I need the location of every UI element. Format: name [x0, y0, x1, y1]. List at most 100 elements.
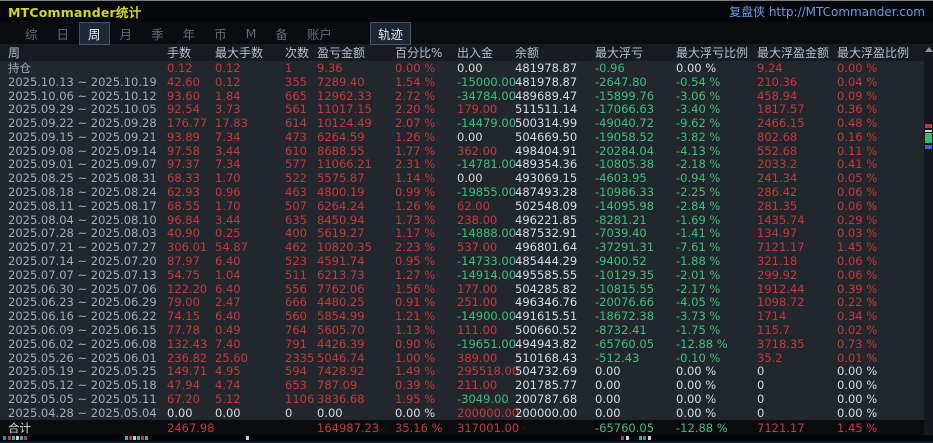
- row-label: 持仓: [8, 60, 31, 75]
- menu-item-6[interactable]: 币: [214, 26, 227, 42]
- cell: 355: [285, 74, 307, 89]
- menu-item-3[interactable]: 月: [119, 26, 133, 42]
- cell: 200000.00: [515, 405, 578, 420]
- cell: -14781.00: [457, 157, 517, 172]
- table-row[interactable]: 2025.08.11 ~ 2025.08.17 68.55 1.70 507 6264.…: [0, 199, 933, 213]
- table-row[interactable]: 2025.05.26 ~ 2025.06.01 236.82 25.60 2335 50…: [0, 351, 933, 365]
- table-row[interactable]: 2025.09.29 ~ 2025.10.05 92.54 3.73 561 11017…: [0, 102, 933, 116]
- table-row[interactable]: 2025.06.23 ~ 2025.06.29 79.00 2.47 666 4480.…: [0, 295, 933, 310]
- table-row[interactable]: 2025.06.16 ~ 2025.06.22 74.15 6.40 560 5854.…: [0, 309, 933, 323]
- table-row[interactable]: 2025.09.08 ~ 2025.09.14 97.58 3.44 610 8688.…: [0, 144, 933, 158]
- brand-link[interactable]: 复盘侠 http://MTCommander.com: [729, 5, 925, 19]
- cell: 511511.14: [515, 102, 578, 117]
- cell: 614: [285, 116, 307, 131]
- table-row[interactable]: 2025.09.22 ~ 2025.09.28 176.77 17.83 614 101…: [0, 116, 933, 130]
- cell: 35.2: [757, 350, 783, 365]
- table-row[interactable]: 2025.08.25 ~ 2025.08.31 68.33 1.70 522 5575.…: [0, 171, 933, 185]
- cell: -12.88 %: [676, 420, 728, 435]
- column-header[interactable]: 余额: [515, 46, 540, 60]
- vertical-scrollbar[interactable]: [924, 45, 933, 435]
- table-row[interactable]: 2025.06.09 ~ 2025.06.15 77.78 0.49 764 5605.…: [0, 323, 933, 337]
- trace-button[interactable]: 轨迹: [369, 21, 411, 45]
- cell: 54.75: [167, 267, 200, 282]
- cell: 494943.82: [515, 336, 578, 351]
- table-row[interactable]: 2025.08.18 ~ 2025.08.24 62.93 0.96 463 4800.…: [0, 185, 933, 199]
- cell: 802.68: [757, 129, 798, 144]
- cell: -20076.66: [595, 295, 655, 310]
- menu-item-7[interactable]: M: [245, 25, 257, 41]
- cell: 504732.69: [515, 364, 578, 379]
- column-header[interactable]: 最大手数: [215, 46, 264, 60]
- table-row[interactable]: 2025.09.15 ~ 2025.09.21 93.89 7.34 473 6264.…: [0, 130, 933, 144]
- cell: 299.92: [757, 267, 798, 282]
- scroll-up-icon[interactable]: [924, 47, 933, 52]
- table-row[interactable]: 2025.05.12 ~ 2025.05.18 47.94 4.74 653 787.0…: [0, 378, 933, 392]
- minimap-mark: [8, 436, 11, 440]
- cell: 0.06 %: [837, 185, 878, 200]
- column-header[interactable]: 出入金: [457, 46, 494, 60]
- cell: 0.00 %: [395, 60, 436, 75]
- column-header[interactable]: 手数: [167, 46, 192, 60]
- cell: 0: [757, 405, 765, 420]
- cell: 4.74: [215, 378, 241, 393]
- table-row[interactable]: 2025.05.05 ~ 2025.05.11 67.20 5.12 1106 3836…: [0, 392, 933, 406]
- menu-item-0[interactable]: 综: [25, 26, 38, 42]
- cell: 317001.00: [457, 420, 520, 435]
- cell: 201785.77: [515, 378, 578, 393]
- cell: -0.10 %: [676, 350, 721, 365]
- menu-item-2[interactable]: 周: [79, 21, 110, 45]
- table-row[interactable]: 2025.10.13 ~ 2025.10.19 42.60 0.12 355 7289.…: [0, 75, 933, 89]
- cell: 0: [757, 392, 765, 407]
- table-row[interactable]: 2025.05.19 ~ 2025.05.25 149.71 4.95 594 7428…: [0, 364, 933, 379]
- table-row[interactable]: 2025.04.28 ~ 2025.05.04 0.00 0.00 0 0.00 0.00…: [0, 406, 933, 420]
- cell: 666: [285, 295, 307, 310]
- cell: 0.95 %: [395, 254, 436, 269]
- cell: 0.00 %: [676, 60, 717, 75]
- cell: 1.73 %: [395, 212, 436, 227]
- row-label: 2025.09.08 ~ 2025.09.14: [8, 143, 157, 158]
- column-header[interactable]: 最大浮盈金额: [757, 46, 830, 60]
- cell: 93.60: [167, 88, 200, 103]
- table-row[interactable]: 2025.07.28 ~ 2025.08.03 40.90 0.25 400 5619.…: [0, 226, 933, 241]
- cell: 241.34: [757, 171, 798, 186]
- column-header[interactable]: 最大浮盈比例: [837, 46, 910, 60]
- table-row[interactable]: 2025.09.01 ~ 2025.09.07 97.37 7.34 577 11066…: [0, 157, 933, 172]
- cell: 0.91 %: [395, 295, 436, 310]
- table-row[interactable]: 2025.10.06 ~ 2025.10.12 93.60 1.84 665 12962…: [0, 89, 933, 103]
- cell: 40.90: [167, 226, 200, 241]
- table-row[interactable]: 合计 2467.98 164987.23 35.16 % 317001.00 -65760…: [0, 419, 933, 436]
- cell: 0.48 %: [837, 116, 878, 131]
- column-header[interactable]: 最大浮亏比例: [676, 46, 749, 60]
- column-header[interactable]: 最大浮亏: [595, 46, 644, 60]
- table-row[interactable]: 2025.06.30 ~ 2025.07.06 122.20 6.40 556 7762…: [0, 282, 933, 296]
- table-row[interactable]: 2025.06.02 ~ 2025.06.08 132.43 7.40 791 4426…: [0, 337, 933, 351]
- menu-item-5[interactable]: 年: [182, 26, 196, 42]
- cell: 67.20: [167, 392, 200, 407]
- cell: 0.00 %: [837, 405, 878, 420]
- cell: 3.44: [215, 143, 241, 158]
- menu-item-4[interactable]: 季: [151, 26, 164, 42]
- cell: 5575.87: [317, 171, 365, 186]
- column-header[interactable]: 百分比%: [395, 46, 443, 60]
- menu-item-1[interactable]: 日: [56, 26, 70, 42]
- table-row[interactable]: 2025.08.04 ~ 2025.08.10 96.84 3.44 635 8450.…: [0, 213, 933, 227]
- table-row[interactable]: 2025.07.21 ~ 2025.07.27 306.01 54.87 462 108…: [0, 240, 933, 254]
- cell: -3.40 %: [676, 102, 721, 117]
- menu-item-9[interactable]: 账户: [306, 26, 332, 42]
- column-header[interactable]: 周: [8, 46, 21, 60]
- cell: 7289.40: [317, 74, 365, 89]
- cell: 495585.55: [515, 267, 578, 282]
- cell: 561: [285, 102, 307, 117]
- cell: 504669.50: [515, 129, 578, 144]
- cell: 653: [285, 378, 307, 393]
- column-header[interactable]: 盈亏金额: [317, 46, 366, 60]
- cell: 0: [285, 405, 293, 420]
- column-header[interactable]: 次数: [285, 46, 310, 60]
- table-row[interactable]: 2025.07.14 ~ 2025.07.20 87.97 6.40 523 4591.…: [0, 254, 933, 268]
- cell: 1.21 %: [395, 309, 436, 324]
- table-row[interactable]: 2025.07.07 ~ 2025.07.13 54.75 1.04 511 6213.…: [0, 268, 933, 282]
- cell: 1817.57: [757, 102, 805, 117]
- table-row[interactable]: 持仓 0.12 0.12 1 9.36 0.00 % 0.00 481978.87 -0.96 0…: [0, 61, 933, 75]
- menu-item-8[interactable]: 备: [275, 26, 288, 42]
- cell: 7121.17: [757, 420, 805, 435]
